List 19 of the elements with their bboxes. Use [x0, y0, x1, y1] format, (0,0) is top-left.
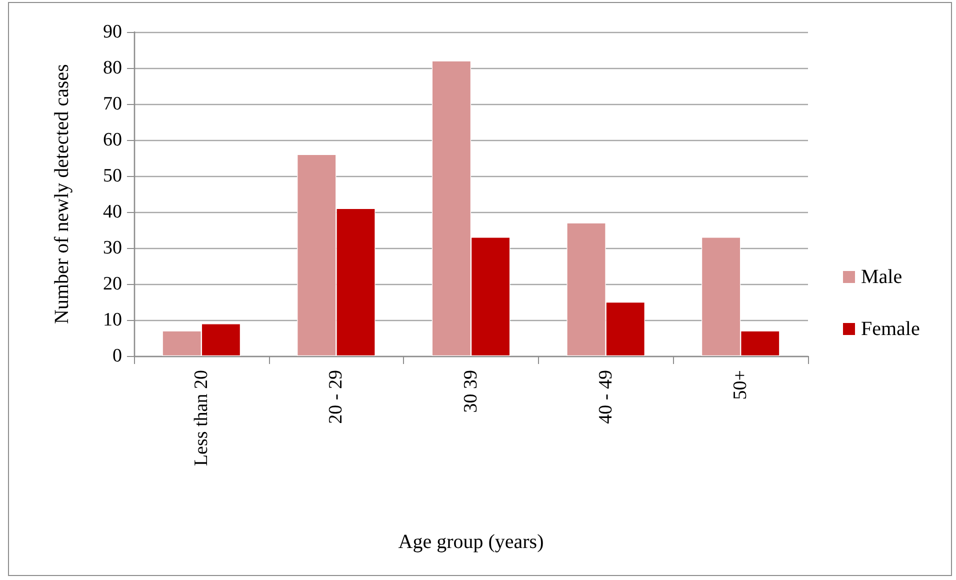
- x-axis-title: Age group (years): [398, 531, 544, 553]
- y-axis-title: Number of newly detected cases: [51, 64, 73, 324]
- legend-label: Female: [861, 318, 920, 340]
- y-tick-label: 20: [103, 274, 122, 294]
- y-tick-label: 80: [103, 58, 122, 78]
- x-tick-label: 20 - 29: [326, 370, 347, 424]
- x-tick-label: 30 39: [460, 370, 482, 413]
- y-tick-label: 10: [103, 310, 122, 330]
- y-tick-label: 90: [103, 22, 122, 42]
- legend-label: Male: [861, 266, 902, 288]
- y-tick-label: 70: [103, 94, 122, 114]
- y-tick-label: 50: [103, 166, 122, 186]
- x-tick-label: Less than 20: [190, 370, 212, 466]
- y-tick-label: 40: [103, 202, 122, 222]
- y-tick-label: 0: [112, 346, 122, 366]
- x-tick-label: 50+: [730, 370, 752, 400]
- y-tick-label: 30: [103, 238, 122, 258]
- y-tick-label: 60: [103, 130, 122, 150]
- x-tick-label: 40 - 49: [595, 370, 616, 424]
